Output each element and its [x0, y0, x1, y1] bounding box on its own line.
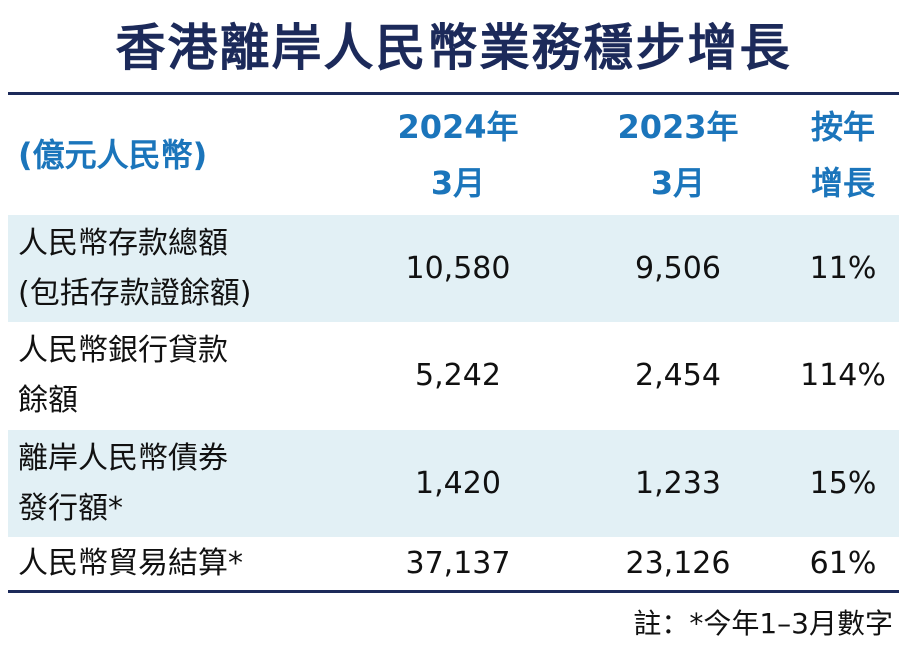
table-cell: 10,580 [358, 215, 558, 322]
cell-line: 按年 [810, 108, 875, 146]
cell-text: 9,506 [635, 250, 721, 286]
table-row: 離岸人民幣債券 發行額* 1,420 1,233 15% [8, 430, 899, 537]
header-cell: 2024年 3月 [358, 95, 558, 215]
cell-text: 1,233 [635, 465, 721, 501]
header-cell: (億元人民幣) [18, 95, 207, 215]
cell-line: 人民幣貿易結算* [18, 545, 243, 581]
table-cell: 15% [788, 430, 898, 537]
cell-line: (包括存款證餘額) [18, 275, 252, 311]
cell-text: 37,137 [405, 545, 511, 581]
cell-text: 15% [809, 465, 877, 501]
table-cell: 9,506 [578, 215, 778, 322]
cell-line: (億元人民幣) [18, 136, 208, 174]
table-cell: 114% [788, 322, 898, 430]
cell-line: 離岸人民幣債券 [18, 440, 228, 476]
cell-text: 23,126 [625, 545, 731, 581]
table-row: 人民幣銀行貸款 餘額 5,242 2,454 114% [8, 322, 899, 430]
cell-line: 發行額* [18, 490, 123, 526]
table-cell: 61% [788, 537, 898, 590]
header-cell: 2023年 3月 [578, 95, 778, 215]
table-cell: 5,242 [358, 322, 558, 430]
footnote: 註：*今年1–3月數字 [633, 607, 893, 640]
cell-line: 人民幣存款總額 [18, 225, 228, 261]
cell-line: 3月 [430, 164, 486, 202]
cell-line: 3月 [650, 164, 706, 202]
cell-line: 2023年 [617, 108, 739, 146]
cell-line: 人民幣銀行貸款 [18, 333, 228, 368]
header-row: (億元人民幣) 2024年 3月 2023年 3月 按年增長 [8, 95, 899, 215]
cell-text: 5,242 [415, 358, 501, 393]
bottom-rule [8, 590, 899, 593]
table-cell: 人民幣銀行貸款 餘額 [18, 322, 228, 430]
table-cell: 1,420 [358, 430, 558, 537]
table-row: 人民幣存款總額 (包括存款證餘額) 10,580 9,506 11% [8, 215, 899, 322]
table-row: 人民幣貿易結算* 37,137 23,126 61% [8, 537, 899, 590]
cell-line: 餘額 [18, 383, 78, 418]
table-cell: 11% [788, 215, 898, 322]
cell-line: 增長 [810, 164, 875, 202]
cell-text: 114% [800, 358, 886, 393]
cell-text: 2,454 [635, 358, 721, 393]
cell-text: 1,420 [415, 465, 501, 501]
cell-text: 10,580 [405, 250, 511, 286]
table-cell: 23,126 [578, 537, 778, 590]
top-rule [8, 92, 899, 95]
table-cell: 2,454 [578, 322, 778, 430]
table-cell: 1,233 [578, 430, 778, 537]
table-cell: 37,137 [358, 537, 558, 590]
cell-text: 61% [809, 545, 877, 581]
cell-line: 2024年 [397, 108, 519, 146]
title: 香港離岸人民幣業務穩步增長 [115, 18, 792, 77]
table-cell: 離岸人民幣債券 發行額* [18, 430, 228, 537]
cell-text: 11% [809, 250, 877, 286]
table-cell: 人民幣貿易結算* [18, 537, 243, 590]
header-cell: 按年 增長 [788, 95, 898, 215]
table-cell: 人民幣存款總額 (包括存款證餘額) [18, 215, 251, 322]
